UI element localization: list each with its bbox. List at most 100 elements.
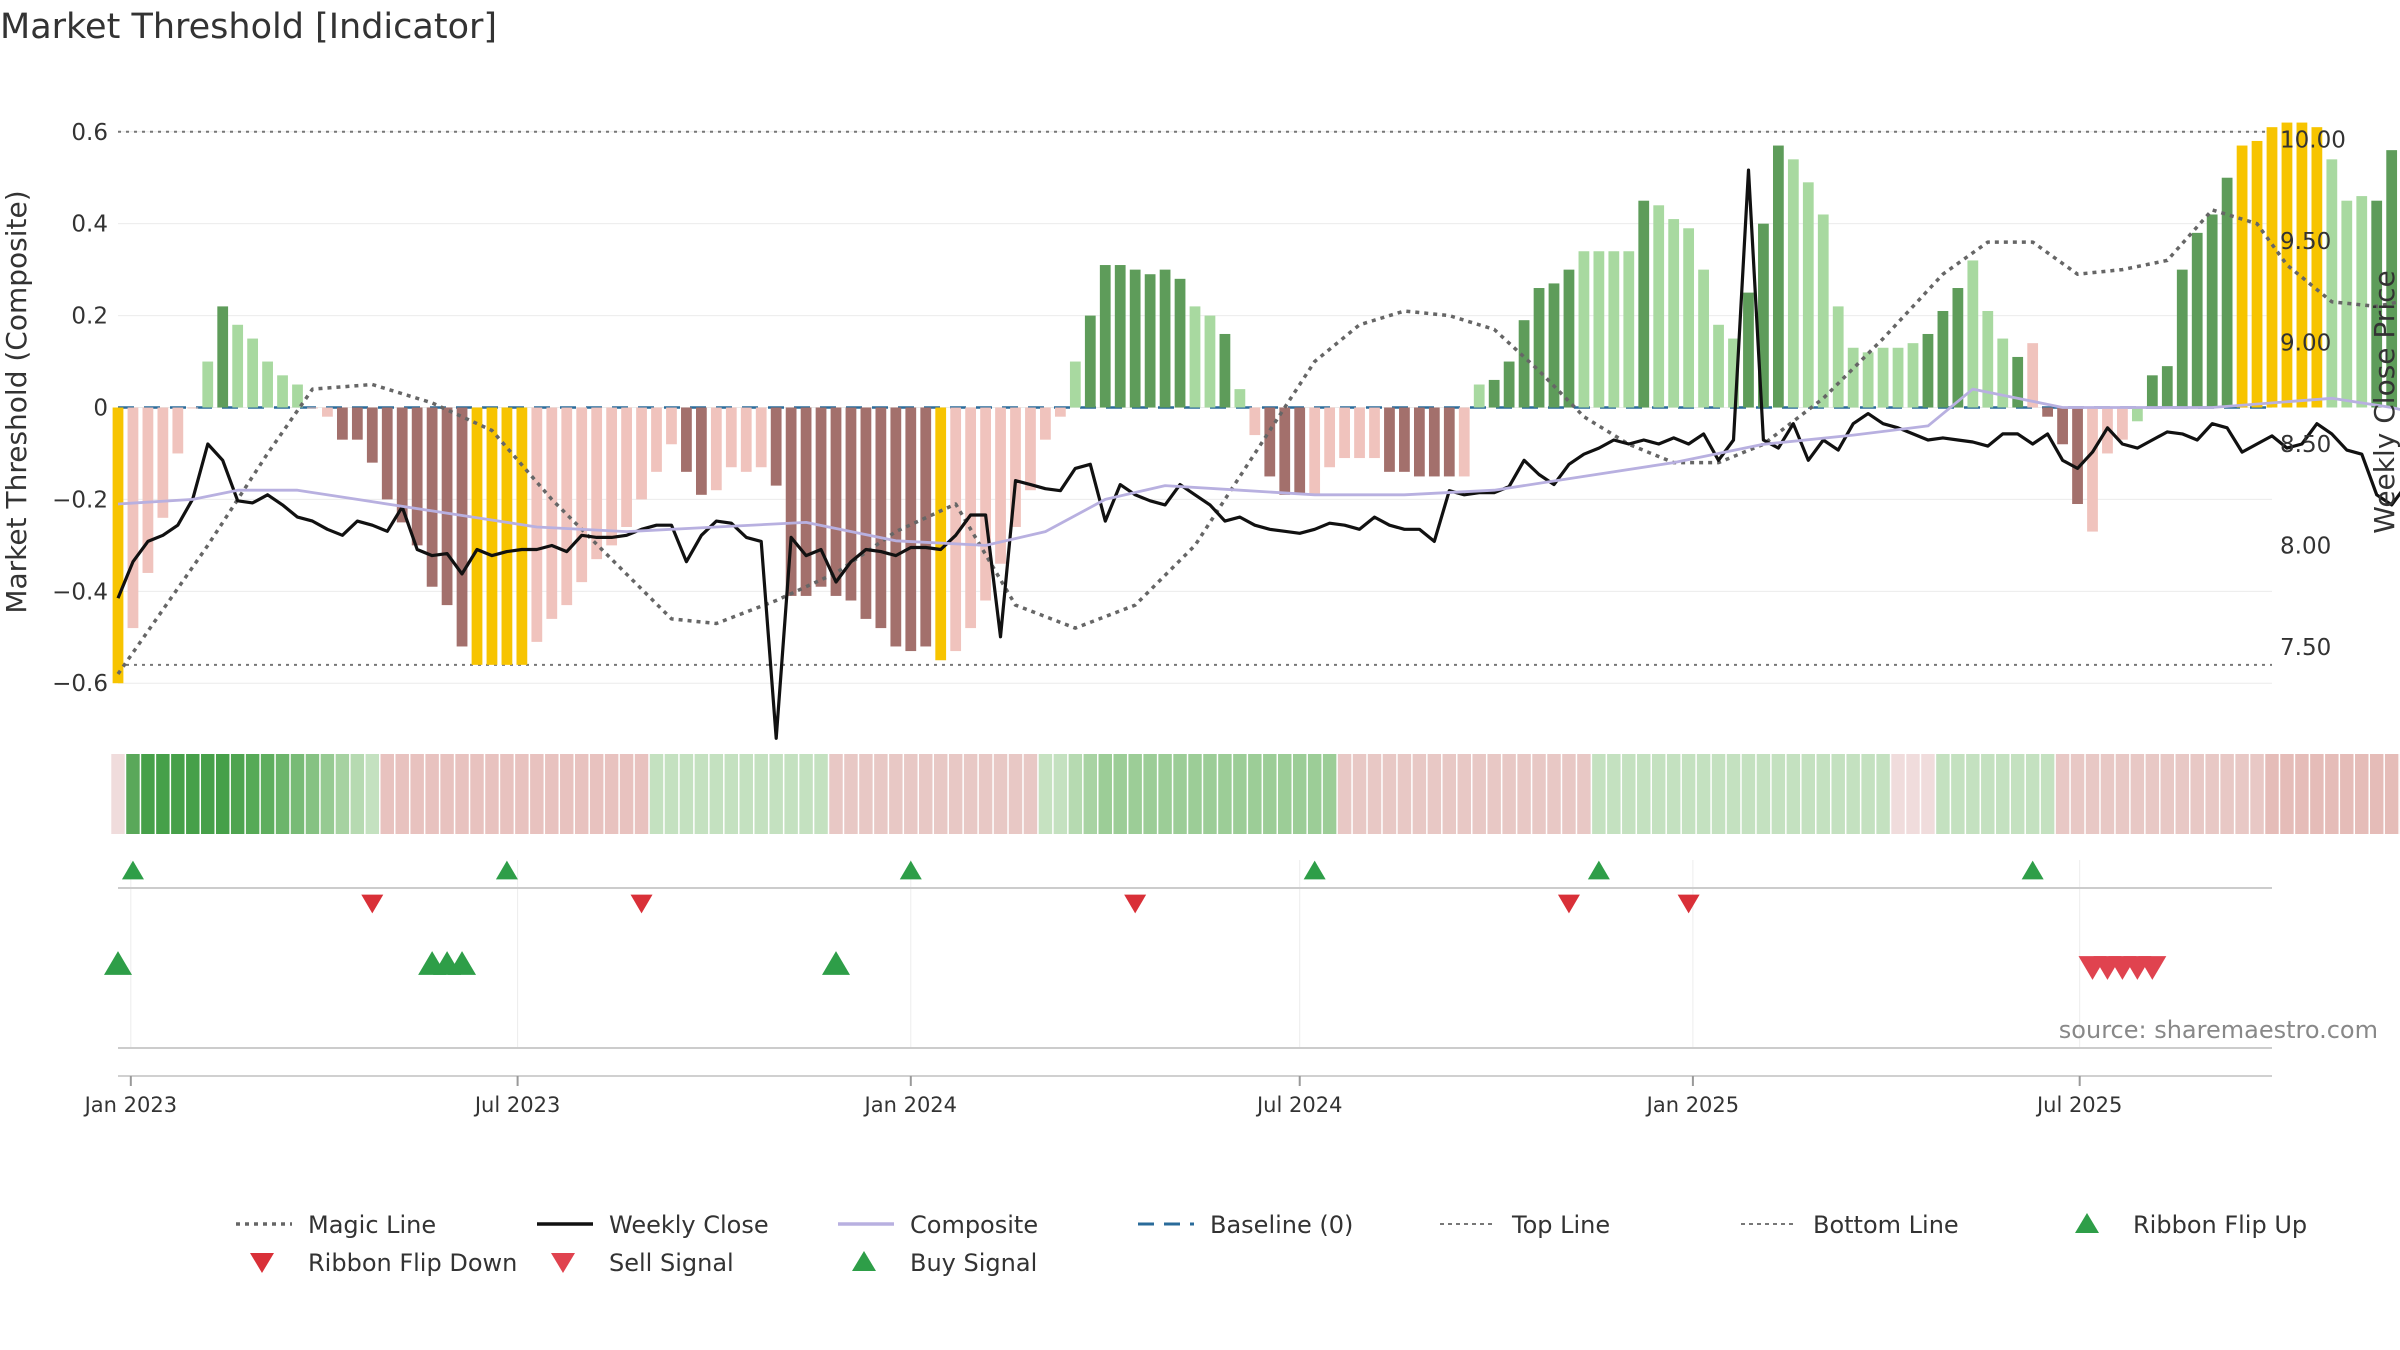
composite-bar-75 — [1234, 389, 1246, 408]
ribbon-cell-100 — [1607, 754, 1621, 834]
ribbon-cell-34 — [619, 754, 634, 834]
composite-bar-35 — [636, 407, 647, 500]
composite-bar-146 — [2296, 122, 2308, 408]
legend-item-ribbon-flip-down: Ribbon Flip Down — [250, 1249, 517, 1277]
ribbon-cell-146 — [2295, 754, 2309, 834]
ribbon-flip-up-marker-1 — [495, 860, 518, 880]
ribbon-cell-74 — [1218, 754, 1232, 834]
composite-bar-130 — [2057, 407, 2068, 445]
ribbon-cell-76 — [1248, 754, 1262, 834]
x-axis: Jan 2023 Jul 2023 Jan 2024 Jul 2024 Jan 2025… — [83, 1075, 2272, 1117]
ribbon-cell-37 — [664, 754, 679, 834]
composite-bar-118 — [1877, 347, 1889, 408]
composite-bar-41 — [725, 407, 737, 468]
ribbon-cell-85 — [1382, 754, 1397, 834]
ribbon-cell-0 — [111, 754, 125, 834]
ribbon-cell-3 — [156, 754, 170, 834]
ribbon-cell-33 — [604, 754, 619, 834]
ribbon-cell-2 — [141, 754, 155, 834]
ribbon-cell-147 — [2310, 754, 2324, 834]
ribbon-cell-126 — [1996, 754, 2010, 834]
ribbon-cell-125 — [1981, 754, 1995, 834]
ribbon-cell-75 — [1233, 754, 1247, 834]
ribbon-cell-65 — [1083, 754, 1098, 834]
composite-bar-15 — [336, 407, 348, 440]
ribbon-cell-80 — [1307, 754, 1322, 834]
composite-bar-59 — [995, 407, 1006, 564]
composite-bar-128 — [2027, 343, 2039, 408]
ribbon-cell-13 — [305, 754, 320, 834]
ribbon-cell-47 — [814, 754, 828, 834]
ribbon-cell-17 — [365, 754, 380, 834]
x-tick-label-5: Jul 2025 — [2035, 1093, 2122, 1117]
ribbon-cell-42 — [739, 754, 753, 834]
ribbon-cell-115 — [1831, 754, 1845, 834]
composite-bar-16 — [351, 407, 363, 440]
composite-bar-125 — [1982, 310, 1994, 408]
composite-bar-37 — [666, 407, 677, 445]
y2-tick-label-1: 9.50 — [2280, 229, 2331, 255]
ribbon-cell-16 — [350, 754, 365, 834]
composite-bar-25 — [486, 407, 498, 665]
ribbon-cell-92 — [1487, 754, 1501, 834]
ribbon-cell-88 — [1427, 754, 1442, 834]
composite-bar-10 — [262, 361, 273, 408]
composite-bar-6 — [202, 361, 214, 408]
signal-markers — [104, 860, 2272, 1049]
legend-label-6: Ribbon Flip Up — [2133, 1211, 2307, 1239]
x-tick-label-1: Jul 2023 — [473, 1093, 560, 1117]
composite-bar-7 — [217, 306, 229, 408]
composite-bar-50 — [860, 407, 872, 619]
y2-tick-label-4: 8.00 — [2280, 533, 2331, 559]
ribbon-cell-8 — [230, 754, 245, 834]
ribbon-cell-114 — [1816, 754, 1830, 834]
composite-bar-112 — [1787, 159, 1799, 408]
ribbon-cell-143 — [2250, 754, 2264, 834]
ribbon-cell-9 — [245, 754, 260, 834]
ribbon-cell-11 — [275, 754, 290, 834]
composite-bar-88 — [1428, 407, 1440, 477]
composite-bar-142 — [2236, 145, 2248, 408]
series-line-composite — [117, 387, 2400, 547]
ribbon-cell-140 — [2205, 754, 2219, 834]
buy-signal-marker-4 — [822, 951, 850, 975]
composite-bar-139 — [2191, 232, 2203, 408]
ribbon-cell-59 — [993, 754, 1008, 834]
legend-label-0: Magic Line — [308, 1211, 436, 1239]
ribbon-cell-101 — [1622, 754, 1636, 834]
composite-bar-138 — [2176, 269, 2188, 408]
ribbon-cell-25 — [485, 754, 499, 834]
ribbon-cell-21 — [425, 754, 439, 834]
composite-bar-144 — [2266, 127, 2278, 408]
legend-swatch-7 — [250, 1253, 274, 1273]
ribbon-cell-78 — [1278, 754, 1292, 834]
composite-bar-49 — [845, 407, 857, 601]
ribbon-cell-89 — [1442, 754, 1457, 834]
gridlines — [118, 131, 2272, 1048]
ribbon-flip-down-marker-0 — [361, 894, 384, 914]
composite-bar-79 — [1294, 407, 1306, 495]
composite-bar-48 — [830, 407, 842, 596]
composite-bar-108 — [1728, 338, 1739, 408]
ribbon-cell-111 — [1771, 754, 1786, 834]
ribbon-cell-113 — [1801, 754, 1816, 834]
composite-bar-85 — [1384, 407, 1395, 472]
ribbon-cell-41 — [724, 754, 739, 834]
ribbon-cell-4 — [171, 754, 185, 834]
ribbon-flip-down-marker-2 — [1124, 894, 1147, 914]
composite-bar-149 — [2341, 200, 2353, 408]
ribbon-cell-6 — [201, 754, 215, 834]
ribbon-cell-91 — [1472, 754, 1486, 834]
composite-bar-55 — [935, 407, 947, 661]
composite-bar-80 — [1309, 407, 1321, 495]
ribbon-cell-10 — [260, 754, 275, 834]
series-lines — [116, 168, 2400, 740]
ribbon-cell-71 — [1173, 754, 1187, 834]
ribbon-cell-95 — [1532, 754, 1546, 834]
ribbon-cell-127 — [2010, 754, 2025, 834]
source-credit: source: sharemaestro.com — [2059, 1016, 2378, 1044]
ribbon-cell-48 — [829, 754, 843, 834]
ribbon-cell-112 — [1786, 754, 1801, 834]
composite-bar-140 — [2206, 214, 2218, 408]
